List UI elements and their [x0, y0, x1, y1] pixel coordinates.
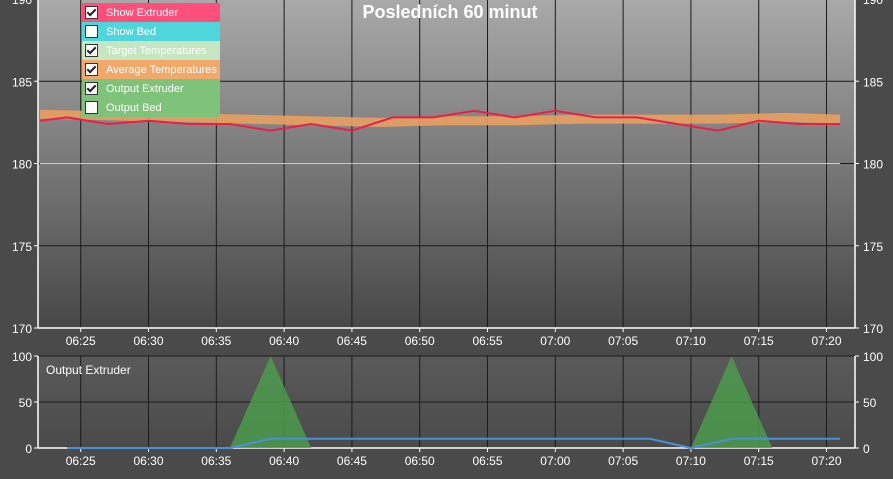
- x-tick-label: 06:40: [269, 454, 299, 468]
- x-tick-label: 06:40: [269, 334, 299, 348]
- y-tick-label-right: 0: [863, 442, 870, 456]
- y-tick-label: 100: [12, 350, 32, 364]
- y-tick-label-right: 180: [863, 158, 883, 172]
- x-tick-label: 07:10: [676, 334, 706, 348]
- y-tick-label: 50: [19, 396, 33, 410]
- y-tick-label-right: 190: [863, 0, 883, 7]
- x-tick-label: 06:25: [66, 334, 96, 348]
- y-tick-label: 170: [12, 322, 32, 336]
- x-tick-label: 07:15: [744, 454, 774, 468]
- legend-item-show-bed[interactable]: Show Bed: [82, 22, 220, 41]
- x-tick-label: 06:50: [405, 454, 435, 468]
- series-line: [39, 109, 841, 127]
- y-tick-label-right: 175: [863, 240, 883, 254]
- legend-label: Show Bed: [106, 25, 157, 38]
- legend: Show Extruder Show Bed Target Temperatur…: [82, 3, 220, 117]
- y-tick-label: 180: [12, 158, 32, 172]
- checkbox-icon[interactable]: [85, 101, 98, 114]
- legend-label: Show Extruder: [106, 6, 179, 19]
- chart-title: Posledních 60 minut: [362, 2, 538, 22]
- x-tick-label: 06:25: [66, 454, 96, 468]
- y-tick-label-right: 100: [863, 350, 883, 364]
- legend-item-target-temperatures[interactable]: Target Temperatures: [82, 41, 220, 60]
- legend-item-average-temperatures[interactable]: Average Temperatures: [82, 60, 220, 79]
- x-tick-label: 07:05: [608, 334, 638, 348]
- series-line: [39, 109, 841, 132]
- legend-item-show-extruder[interactable]: Show Extruder: [82, 3, 220, 22]
- x-tick-label: 06:30: [133, 334, 163, 348]
- legend-item-output-extruder[interactable]: Output Extruder: [82, 79, 220, 98]
- legend-label: Target Temperatures: [106, 44, 207, 57]
- x-tick-label: 07:00: [540, 334, 570, 348]
- x-tick-label: 06:45: [337, 334, 367, 348]
- checkbox-icon[interactable]: [85, 25, 98, 38]
- legend-label: Output Bed: [106, 101, 162, 114]
- x-tick-label: 07:20: [811, 334, 841, 348]
- x-tick-label: 07:15: [744, 334, 774, 348]
- y-tick-label: 175: [12, 240, 32, 254]
- y-tick-label-right: 185: [863, 75, 883, 89]
- x-tick-label: 06:30: [133, 454, 163, 468]
- x-tick-label: 06:55: [472, 334, 502, 348]
- legend-label: Average Temperatures: [106, 63, 217, 76]
- y-tick-label: 0: [25, 442, 32, 456]
- y-tick-label-right: 170: [863, 322, 883, 336]
- x-tick-label: 06:35: [201, 454, 231, 468]
- x-tick-label: 06:45: [337, 454, 367, 468]
- x-tick-label: 07:05: [608, 454, 638, 468]
- subchart-label: Output Extruder: [46, 363, 131, 377]
- x-tick-label: 06:50: [405, 334, 435, 348]
- checkbox-icon[interactable]: [85, 44, 98, 57]
- checkbox-icon[interactable]: [85, 63, 98, 76]
- legend-label: Output Extruder: [106, 82, 184, 95]
- x-tick-label: 06:55: [472, 454, 502, 468]
- y-tick-label-right: 50: [863, 396, 877, 410]
- x-tick-label: 07:10: [676, 454, 706, 468]
- y-tick-label: 185: [12, 75, 32, 89]
- series-line: [67, 437, 841, 449]
- x-tick-label: 07:20: [811, 454, 841, 468]
- y-tick-label: 190: [12, 0, 32, 7]
- x-tick-label: 07:00: [540, 454, 570, 468]
- legend-item-output-bed[interactable]: Output Bed: [82, 98, 220, 117]
- checkbox-icon[interactable]: [85, 6, 98, 19]
- x-tick-label: 06:35: [201, 334, 231, 348]
- checkbox-icon[interactable]: [85, 82, 98, 95]
